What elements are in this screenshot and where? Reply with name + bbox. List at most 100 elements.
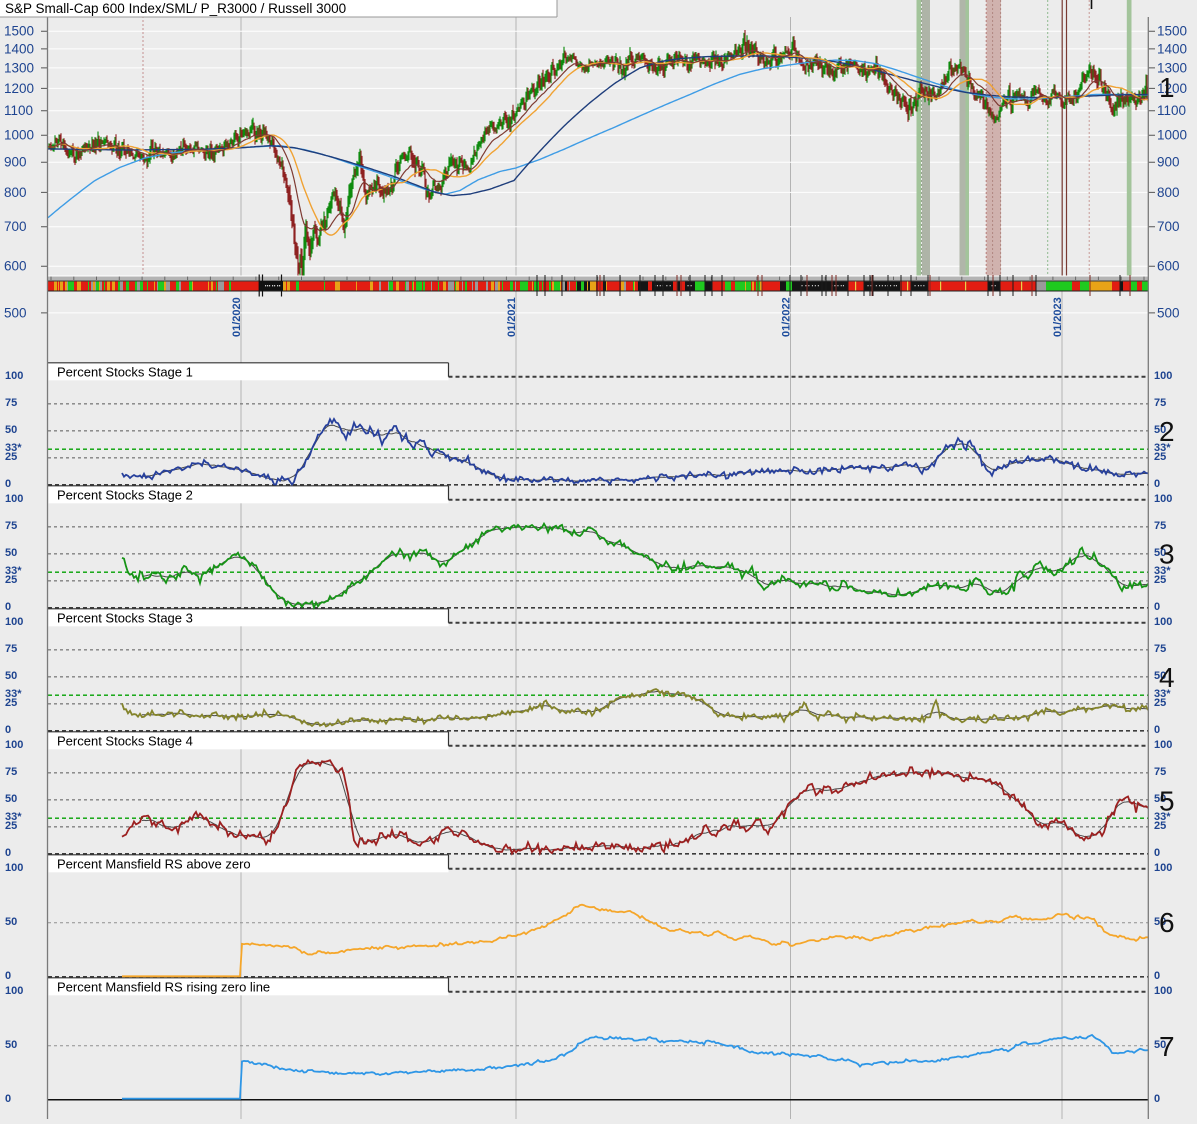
svg-text:100: 100 bbox=[5, 862, 23, 874]
svg-text:1000: 1000 bbox=[4, 128, 34, 143]
svg-text:Percent Mansfield RS above zer: Percent Mansfield RS above zero bbox=[57, 856, 251, 871]
svg-text:50: 50 bbox=[5, 793, 17, 805]
svg-text:100: 100 bbox=[1154, 370, 1172, 382]
svg-text:50: 50 bbox=[1154, 793, 1166, 805]
svg-text:900: 900 bbox=[4, 155, 27, 170]
svg-text:25: 25 bbox=[1154, 697, 1166, 709]
svg-text:0: 0 bbox=[5, 847, 11, 859]
svg-text:50: 50 bbox=[1154, 916, 1166, 928]
svg-text:Percent Stocks Stage 2: Percent Stocks Stage 2 bbox=[57, 487, 193, 502]
svg-text:100: 100 bbox=[1154, 616, 1172, 628]
svg-text:50: 50 bbox=[5, 916, 17, 928]
svg-text:100: 100 bbox=[1154, 739, 1172, 751]
svg-text:5: 5 bbox=[1159, 786, 1175, 817]
svg-text:01/2020: 01/2020 bbox=[231, 297, 243, 337]
svg-text:25: 25 bbox=[5, 574, 17, 586]
svg-text:1100: 1100 bbox=[4, 103, 33, 118]
svg-text:01/2021: 01/2021 bbox=[506, 297, 518, 337]
svg-text:100: 100 bbox=[1154, 985, 1172, 997]
svg-text:50: 50 bbox=[1154, 424, 1166, 436]
svg-text:75: 75 bbox=[1154, 643, 1166, 655]
svg-text:1200: 1200 bbox=[1157, 81, 1187, 96]
svg-text:1500: 1500 bbox=[1157, 24, 1187, 39]
svg-text:75: 75 bbox=[5, 397, 17, 409]
svg-text:100: 100 bbox=[5, 739, 23, 751]
svg-text:700: 700 bbox=[4, 219, 27, 234]
svg-text:100: 100 bbox=[5, 985, 23, 997]
svg-text:1200: 1200 bbox=[4, 81, 34, 96]
svg-text:33*: 33* bbox=[1154, 565, 1171, 577]
svg-text:75: 75 bbox=[1154, 766, 1166, 778]
svg-text:25: 25 bbox=[1154, 820, 1166, 832]
svg-text:25: 25 bbox=[5, 820, 17, 832]
svg-text:50: 50 bbox=[1154, 670, 1166, 682]
svg-text:500: 500 bbox=[4, 305, 27, 320]
svg-text:0: 0 bbox=[5, 601, 11, 613]
svg-text:1400: 1400 bbox=[1157, 41, 1187, 56]
svg-text:50: 50 bbox=[5, 670, 17, 682]
svg-text:Percent Mansfield RS rising ze: Percent Mansfield RS rising zero line bbox=[57, 979, 270, 994]
svg-text:0: 0 bbox=[5, 970, 11, 982]
svg-text:700: 700 bbox=[1157, 219, 1180, 234]
svg-text:25: 25 bbox=[1154, 574, 1166, 586]
svg-text:800: 800 bbox=[4, 185, 27, 200]
svg-text:6: 6 bbox=[1159, 907, 1175, 938]
svg-text:25: 25 bbox=[1154, 451, 1166, 463]
svg-text:50: 50 bbox=[5, 547, 17, 559]
svg-text:75: 75 bbox=[1154, 520, 1166, 532]
svg-text:Percent Stocks Stage 3: Percent Stocks Stage 3 bbox=[57, 610, 193, 625]
svg-text:0: 0 bbox=[1154, 847, 1160, 859]
svg-text:1300: 1300 bbox=[4, 60, 34, 75]
svg-text:0: 0 bbox=[1154, 970, 1160, 982]
svg-text:3: 3 bbox=[1159, 539, 1175, 570]
svg-text:4: 4 bbox=[1159, 662, 1175, 693]
svg-text:75: 75 bbox=[1154, 397, 1166, 409]
svg-text:600: 600 bbox=[1157, 259, 1180, 274]
svg-text:0: 0 bbox=[5, 478, 11, 490]
svg-text:100: 100 bbox=[1154, 493, 1172, 505]
svg-text:0: 0 bbox=[1154, 601, 1160, 613]
svg-text:33*: 33* bbox=[1154, 442, 1171, 454]
svg-text:50: 50 bbox=[1154, 547, 1166, 559]
svg-text:1100: 1100 bbox=[1157, 103, 1186, 118]
svg-text:100: 100 bbox=[1154, 862, 1172, 874]
svg-text:50: 50 bbox=[5, 424, 17, 436]
svg-text:33*: 33* bbox=[1154, 688, 1171, 700]
svg-text:0: 0 bbox=[1154, 1093, 1160, 1105]
svg-text:33*: 33* bbox=[5, 688, 22, 700]
svg-text:50: 50 bbox=[1154, 1039, 1166, 1051]
svg-text:Percent Stocks Stage 4: Percent Stocks Stage 4 bbox=[57, 733, 193, 748]
svg-text:0: 0 bbox=[5, 1093, 11, 1105]
svg-text:33*: 33* bbox=[5, 565, 22, 577]
svg-text:Percent Stocks Stage 1: Percent Stocks Stage 1 bbox=[57, 364, 193, 379]
svg-text:1: 1 bbox=[1159, 72, 1175, 103]
svg-text:25: 25 bbox=[5, 451, 17, 463]
svg-text:900: 900 bbox=[1157, 155, 1180, 170]
svg-text:800: 800 bbox=[1157, 185, 1180, 200]
svg-text:600: 600 bbox=[4, 259, 27, 274]
svg-text:1500: 1500 bbox=[4, 24, 34, 39]
svg-text:1000: 1000 bbox=[1157, 128, 1187, 143]
svg-text:33*: 33* bbox=[5, 442, 22, 454]
svg-text:0: 0 bbox=[1154, 724, 1160, 736]
svg-text:100: 100 bbox=[5, 493, 23, 505]
svg-text:33*: 33* bbox=[1154, 811, 1171, 823]
svg-text:0: 0 bbox=[5, 724, 11, 736]
svg-text:33*: 33* bbox=[5, 811, 22, 823]
svg-text:1300: 1300 bbox=[1157, 60, 1187, 75]
svg-text:75: 75 bbox=[5, 643, 17, 655]
svg-text:25: 25 bbox=[5, 697, 17, 709]
svg-text:7: 7 bbox=[1159, 1031, 1175, 1062]
svg-text:01/2022: 01/2022 bbox=[781, 297, 793, 337]
svg-text:50: 50 bbox=[5, 1039, 17, 1051]
svg-text:75: 75 bbox=[5, 766, 17, 778]
svg-text:S&P Small-Cap 600 Index/SML/ P: S&P Small-Cap 600 Index/SML/ P_R3000 / R… bbox=[5, 1, 346, 16]
svg-text:500: 500 bbox=[1157, 305, 1180, 320]
svg-text:0: 0 bbox=[1154, 478, 1160, 490]
svg-text:1400: 1400 bbox=[4, 41, 34, 56]
svg-text:100: 100 bbox=[5, 616, 23, 628]
svg-text:75: 75 bbox=[5, 520, 17, 532]
svg-text:01/2023: 01/2023 bbox=[1052, 297, 1064, 337]
svg-text:2: 2 bbox=[1159, 416, 1175, 447]
svg-text:100: 100 bbox=[5, 370, 23, 382]
